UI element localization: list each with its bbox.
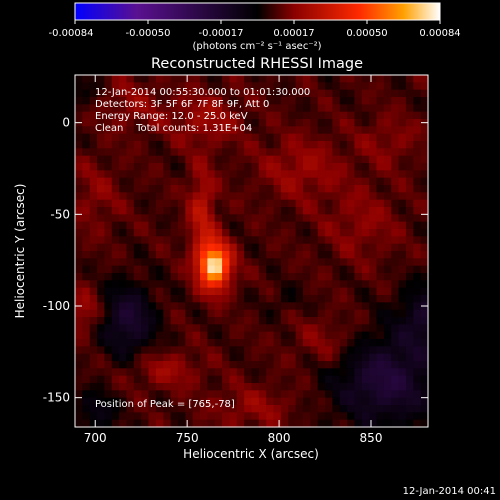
chart-title: Reconstructed RHESSI Image xyxy=(151,56,363,72)
colorbar-tick-label: -0.00084 xyxy=(49,28,94,39)
annotation-energy-range: Energy Range: 12.0 - 25.0 keV xyxy=(95,111,248,122)
colorbar-tick-label: -0.00050 xyxy=(126,28,171,39)
annotation-time-range: 12-Jan-2014 00:55:30.000 to 01:01:30.000 xyxy=(95,87,310,98)
x-axis-label: Heliocentric X (arcsec) xyxy=(183,447,319,461)
peak-position-label: Position of Peak = [765,-78] xyxy=(95,399,235,410)
y-axis-ticks: 0 -50 -100 -150 xyxy=(43,116,428,405)
x-tick-label: 800 xyxy=(268,431,291,445)
colorbar-units: (photons cm⁻² s⁻¹ asec⁻²) xyxy=(192,41,321,52)
plot-frame xyxy=(74,74,429,428)
x-axis-ticks: 700 750 800 850 xyxy=(84,75,383,445)
colorbar-frame xyxy=(74,2,441,21)
annotation-clean-counts: Clean Total counts: 1.31E+04 xyxy=(95,123,252,134)
x-tick-label: 850 xyxy=(360,431,383,445)
colorbar-tick-label: 0.00050 xyxy=(346,28,387,39)
y-tick-label: -50 xyxy=(50,207,70,221)
y-axis-label: Heliocentric Y (arcsec) xyxy=(13,184,27,319)
x-tick-label: 700 xyxy=(84,431,107,445)
x-tick-label: 750 xyxy=(176,431,199,445)
colorbar-tick-label: -0.00017 xyxy=(199,28,244,39)
y-tick-label: -150 xyxy=(43,391,70,405)
colorbar-ticks: -0.00084 -0.00050 -0.00017 0.00017 0.00050 0.… xyxy=(49,20,461,39)
y-tick-label: 0 xyxy=(62,116,70,130)
heatmap-image xyxy=(75,75,429,428)
colorbar-tick-label: 0.00017 xyxy=(273,28,314,39)
annotation-detectors: Detectors: 3F 5F 6F 7F 8F 9F, Att 0 xyxy=(95,99,269,110)
y-tick-label: -100 xyxy=(43,299,70,313)
colorbar xyxy=(75,3,440,20)
footer-timestamp: 12-Jan-2014 00:41 xyxy=(403,486,496,497)
colorbar-tick-label: 0.00084 xyxy=(419,28,460,39)
